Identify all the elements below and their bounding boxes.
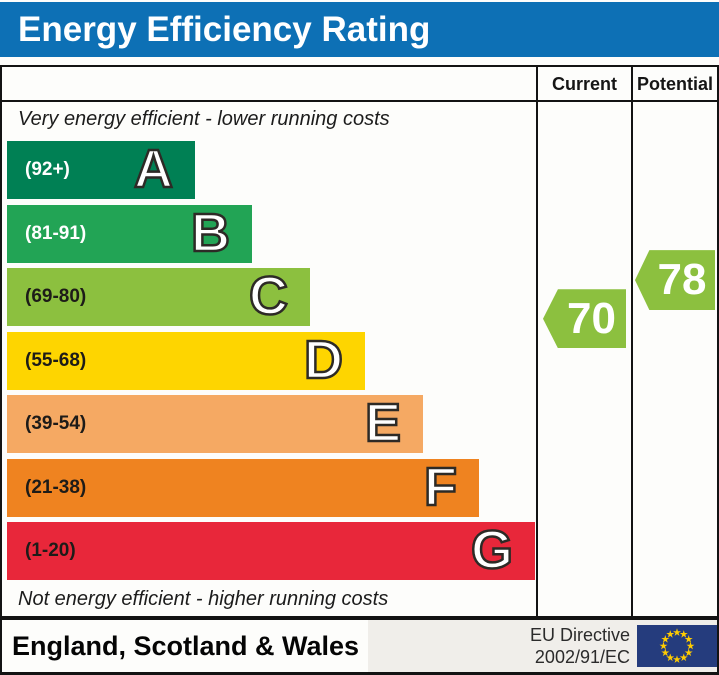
column-header-current: Current	[551, 74, 617, 94]
current-column-border	[536, 67, 538, 616]
eu-directive-line1: EU Directive	[529, 625, 630, 645]
title-bar: Energy Efficiency Rating	[0, 2, 719, 57]
band-range-label: (21-38)	[25, 476, 87, 498]
band-row-b: (81-91) B	[7, 202, 252, 263]
eu-flag-star	[661, 635, 670, 643]
eu-flag-star	[673, 655, 681, 663]
eu-flag-icon	[637, 625, 717, 667]
region-label: England, Scotland & Wales	[12, 631, 360, 661]
eu-flag-star	[666, 653, 675, 662]
eu-directive-label: EU Directive 2002/91/EC	[530, 624, 630, 668]
band-row-a: (92+) A	[7, 141, 195, 199]
potential-column-border	[631, 67, 633, 616]
potential-rating-arrow: 78	[635, 250, 715, 311]
band-letter: E	[364, 392, 403, 453]
region-box: England, Scotland & Wales	[2, 620, 368, 672]
current-rating-arrow: 70	[543, 289, 626, 349]
current-rating-value: 70	[567, 293, 616, 343]
band-range-label: (55-68)	[25, 349, 87, 371]
band-row-e: (39-54) E	[7, 395, 423, 453]
rating-table: Current Potential Very energy efficient …	[0, 65, 719, 618]
band-letter: C	[248, 265, 290, 326]
eu-flag-star	[684, 635, 693, 643]
band-range-label: (81-91)	[25, 222, 87, 244]
band-row-g: (1-20) G	[7, 522, 535, 580]
column-header-potential: Potential	[636, 74, 713, 94]
band-row-d: (55-68) D	[7, 329, 365, 390]
band-range-label: (1-20)	[25, 540, 76, 561]
eu-flag-star	[661, 648, 670, 657]
footer-bar: England, Scotland & Wales EU Directive 2…	[0, 618, 719, 675]
eu-flag-star	[679, 630, 688, 638]
band-letter: G	[470, 519, 515, 580]
header-separator-line	[2, 100, 717, 102]
band-letter: D	[303, 329, 345, 390]
eu-flag-star	[686, 641, 695, 650]
band-letter: B	[190, 202, 232, 263]
band-letter: A	[133, 138, 175, 199]
eu-flag-star	[666, 630, 675, 638]
band-range-label: (39-54)	[25, 413, 87, 434]
caption-not-efficient: Not energy efficient - higher running co…	[18, 588, 389, 610]
eu-flag-star	[659, 641, 668, 650]
page-title: Energy Efficiency Rating	[18, 10, 431, 49]
band-row-c: (69-80) C	[7, 268, 310, 326]
potential-rating-value: 78	[657, 255, 707, 305]
caption-very-efficient: Very energy efficient - lower running co…	[18, 108, 390, 130]
band-range-label: (69-80)	[25, 286, 87, 307]
eu-directive-line2: 2002/91/EC	[534, 647, 630, 667]
band-row-f: (21-38) F	[7, 456, 479, 517]
eu-flag-star	[673, 628, 681, 636]
band-range-label: (92+)	[25, 159, 70, 180]
band-letter: F	[423, 456, 459, 517]
eu-flag-star	[684, 648, 693, 657]
eu-flag-star	[679, 653, 688, 662]
